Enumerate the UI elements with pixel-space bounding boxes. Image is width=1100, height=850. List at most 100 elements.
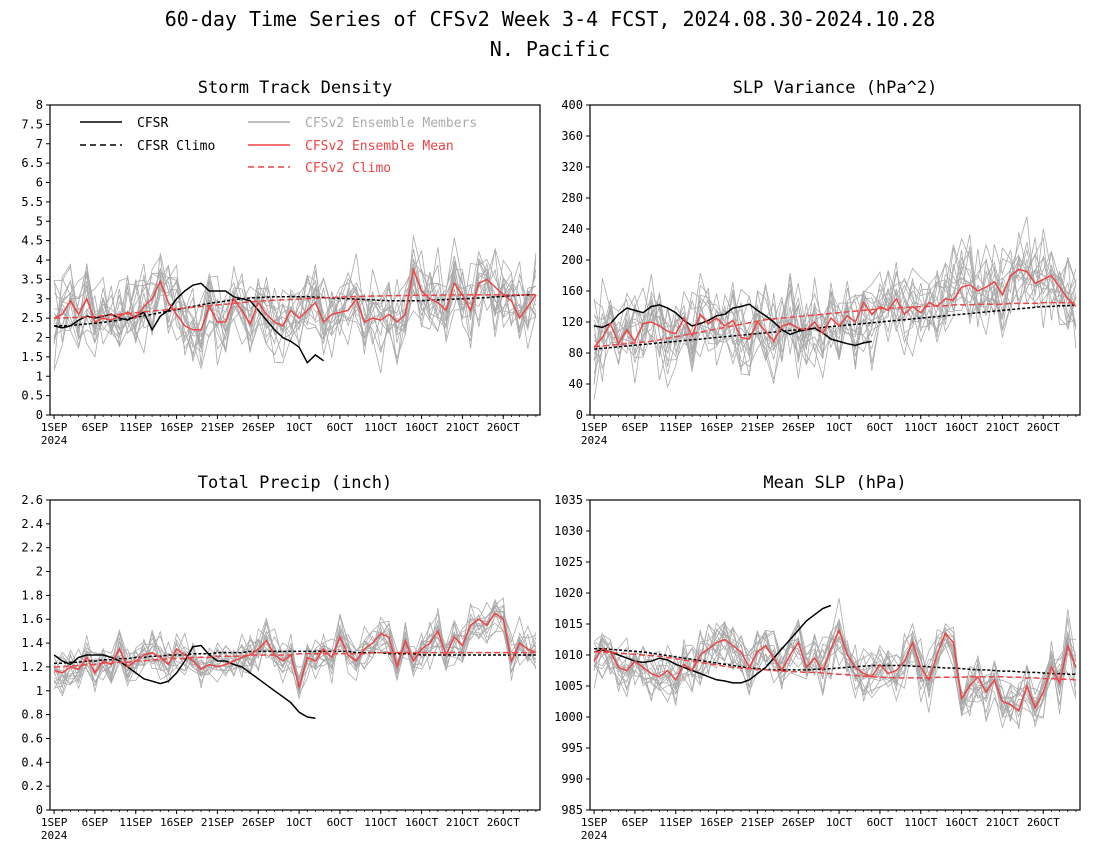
x-tick-label: 26SEP	[242, 421, 275, 434]
legend-item-cfsr-climo: CFSR Climo	[80, 139, 215, 154]
plot-area	[53, 235, 537, 374]
x-tick-label: 11OCT	[364, 421, 397, 434]
ensemble-member-line	[53, 619, 537, 693]
x-tick-label: 11OCT	[904, 421, 937, 434]
y-tick-label: 80	[569, 346, 583, 360]
y-tick-label: 1.4	[21, 636, 43, 650]
x-tick-label: 6OCT	[327, 421, 354, 434]
y-tick-label: 4	[36, 253, 43, 267]
x-tick-label: 26SEP	[242, 816, 275, 829]
y-tick-label: 2	[36, 565, 43, 579]
x-tick-label: 26OCT	[487, 421, 520, 434]
y-tick-label: 40	[569, 377, 583, 391]
y-tick-label: 3.5	[21, 272, 43, 286]
x-tick-label: 21SEP	[741, 421, 774, 434]
x-tick-label: 11OCT	[904, 816, 937, 829]
y-tick-label: 0.6	[21, 731, 43, 745]
x-tick-label: 21SEP	[201, 816, 234, 829]
x-tick-label: 16OCT	[405, 816, 438, 829]
panel-title: Storm Track Density	[198, 78, 392, 98]
legend-label-members: CFSv2 Ensemble Members	[305, 116, 477, 131]
y-tick-label: 0.4	[21, 755, 43, 769]
y-tick-label: 280	[561, 191, 583, 205]
x-tick-label: 6OCT	[327, 816, 354, 829]
panel-title: SLP Variance (hPa^2)	[733, 78, 938, 98]
x-tick-label: 6OCT	[867, 421, 894, 434]
legend-label-cfsr-climo: CFSR Climo	[137, 139, 215, 154]
plot-area	[53, 597, 537, 719]
ensemble-member-line	[53, 250, 537, 358]
series-cfsv2-climo	[594, 301, 1076, 348]
y-tick-label: 1.2	[21, 660, 43, 674]
series-cfsr	[593, 604, 832, 684]
x-tick-label: 6SEP	[622, 421, 649, 434]
y-tick-label: 2.4	[21, 517, 43, 531]
y-tick-label: 5	[36, 214, 43, 228]
ensemble-member-line	[593, 617, 1077, 730]
ensemble-member-line	[593, 242, 1077, 380]
x-tick-label: 1SEP	[581, 816, 608, 829]
series-cfsr-climo	[54, 650, 536, 665]
y-tick-label: 6.5	[21, 156, 43, 170]
ensemble-member-line	[53, 260, 537, 371]
y-tick-label: 400	[561, 98, 583, 112]
y-tick-label: 8	[36, 98, 43, 112]
y-tick-label: 320	[561, 160, 583, 174]
panel-storm-track-density: Storm Track Density 0 0.5 1 1.5 2 2.5 3 3.5 4 4.5 5…	[21, 78, 541, 447]
x-tick-label: 11SEP	[659, 816, 692, 829]
y-tick-label: 7	[36, 137, 43, 151]
y-tick-label: 1.5	[21, 350, 43, 364]
x-year-label: 2024	[581, 434, 608, 447]
x-tick-label: 16SEP	[700, 816, 733, 829]
y-tick-label: 1030	[554, 524, 583, 538]
y-tick-label: 0	[36, 803, 43, 817]
panel-slp-variance-hpa-2: SLP Variance (hPa^2) 0 40 80 120 160 200 240 280…	[561, 78, 1081, 447]
x-year-label: 2024	[581, 829, 608, 842]
y-tick-label: 1010	[554, 648, 583, 662]
y-tick-label: 1.6	[21, 612, 43, 626]
y-tick-label: 0	[576, 408, 583, 422]
ensemble-member-line	[593, 216, 1077, 377]
y-tick-label: 3	[36, 292, 43, 306]
x-tick-label: 1OCT	[826, 421, 853, 434]
ensemble-member-line	[53, 250, 537, 351]
ensemble-member-line	[593, 622, 1077, 719]
x-tick-label: 6SEP	[82, 421, 109, 434]
plot-frame	[589, 499, 1081, 811]
x-tick-label: 1OCT	[286, 816, 313, 829]
legend-label-ens-mean: CFSv2 Ensemble Mean	[305, 139, 454, 154]
plot-area	[593, 598, 1077, 730]
legend-item-ens-mean: CFSv2 Ensemble Mean	[248, 139, 454, 154]
x-tick-label: 21OCT	[986, 816, 1019, 829]
x-tick-label: 1OCT	[826, 816, 853, 829]
legend-label-cfsv2-climo: CFSv2 Climo	[305, 161, 391, 176]
y-tick-label: 0.8	[21, 708, 43, 722]
x-tick-label: 21OCT	[446, 816, 479, 829]
y-tick-label: 6	[36, 176, 43, 190]
y-tick-label: 2	[36, 331, 43, 345]
legend-item-cfsr: CFSR	[80, 116, 168, 131]
y-tick-label: 240	[561, 222, 583, 236]
series-cfsv2-ensemble-mean	[593, 628, 1077, 713]
x-tick-label: 1SEP	[41, 421, 68, 434]
panel-total-precip-inch: Total Precip (inch) 0 0.2 0.4 0.6 0.8 1 1.2 1.4 1…	[21, 473, 541, 842]
legend-item-cfsv2-climo: CFSv2 Climo	[248, 161, 391, 176]
figure-title: 60-day Time Series of CFSv2 Week 3-4 FCS…	[165, 7, 936, 31]
x-tick-label: 16OCT	[405, 421, 438, 434]
ensemble-member-line	[53, 252, 537, 353]
series-cfsr	[53, 644, 316, 719]
ensemble-member-line	[593, 630, 1077, 721]
y-tick-label: 160	[561, 284, 583, 298]
x-tick-label: 6OCT	[867, 816, 894, 829]
plot-area	[593, 216, 1077, 400]
panel-title: Total Precip (inch)	[198, 473, 392, 493]
series-cfsr-climo	[594, 648, 1076, 675]
y-tick-label: 990	[561, 772, 583, 786]
x-year-label: 2024	[41, 829, 68, 842]
panel-title: Mean SLP (hPa)	[763, 473, 906, 493]
y-tick-label: 1015	[554, 617, 583, 631]
x-tick-label: 6SEP	[622, 816, 649, 829]
ensemble-member-line	[53, 255, 537, 355]
y-tick-label: 0.5	[21, 389, 43, 403]
